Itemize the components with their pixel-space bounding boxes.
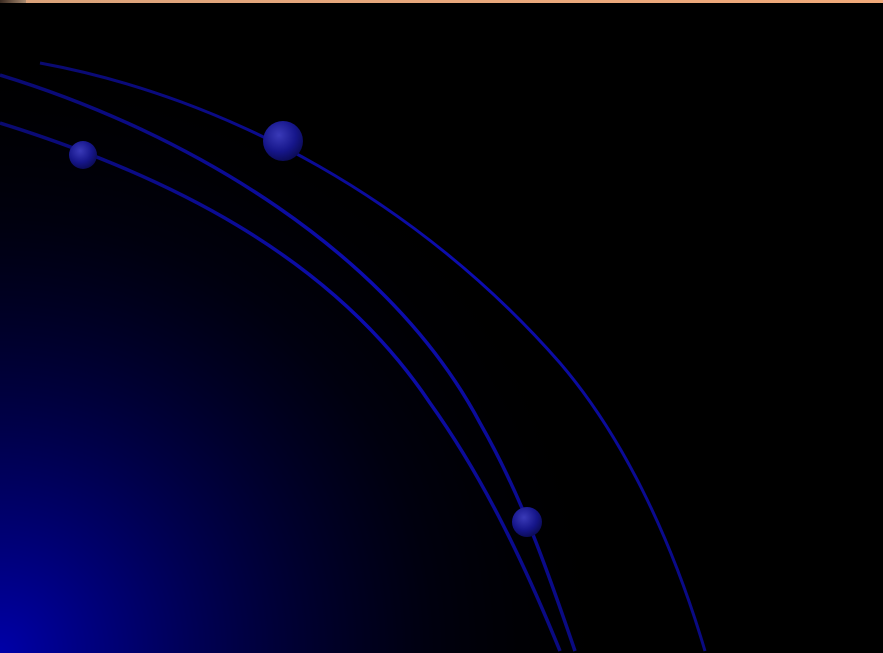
blue-corner-glow: [0, 3, 883, 653]
large-orb: [263, 121, 303, 161]
middle-arc-line: [0, 73, 577, 652]
left-orb: [69, 141, 97, 169]
inner-arc-line: [0, 121, 562, 652]
background-artwork: [0, 3, 883, 653]
top-left-corner-mark: [0, 0, 26, 3]
top-edge-strip: [0, 0, 883, 3]
lower-orb: [512, 507, 542, 537]
outer-arc-line: [39, 61, 707, 652]
